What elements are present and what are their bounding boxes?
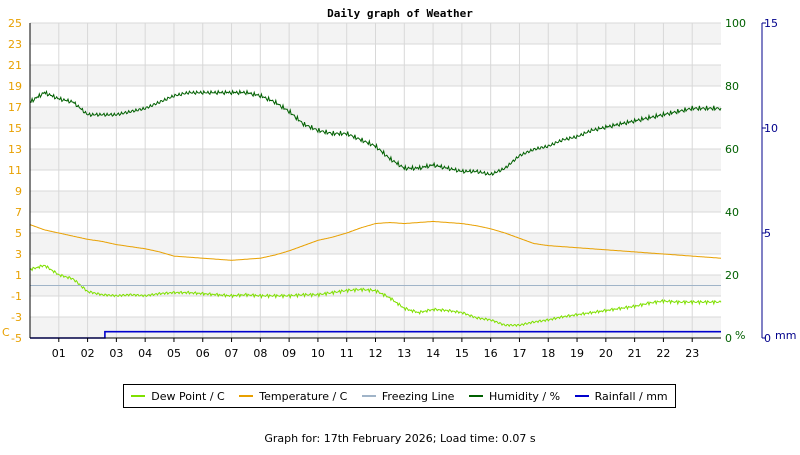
- x-tick-label: 01: [52, 347, 66, 360]
- humidity-tick-label: 80: [725, 80, 739, 93]
- x-tick-label: 22: [656, 347, 670, 360]
- humidity-tick-label: 100: [725, 17, 746, 30]
- y-tick-label: 7: [15, 206, 22, 219]
- legend-swatch: [469, 395, 484, 397]
- x-tick-label: 14: [426, 347, 440, 360]
- x-tick-label: 09: [282, 347, 296, 360]
- legend-label: Dew Point / C: [151, 389, 225, 403]
- rain-unit-label: mm: [775, 329, 796, 342]
- rain-tick-label: 0: [764, 332, 771, 345]
- y-tick-label: 5: [15, 227, 22, 240]
- humidity-line: [29, 89, 722, 177]
- y-tick-label: 15: [8, 122, 22, 135]
- x-tick-label: 07: [225, 347, 239, 360]
- humidity-tick-label: 60: [725, 143, 739, 156]
- rain-tick-label: 15: [764, 17, 778, 30]
- y-tick-label: -1: [11, 290, 22, 303]
- dew-point-line: [29, 264, 722, 328]
- y-tick-label: -5: [11, 332, 22, 345]
- legend-label: Temperature / C: [259, 389, 348, 403]
- temperature-unit-label: C: [2, 326, 10, 339]
- y-tick-label: 21: [8, 59, 22, 72]
- legend-item: Rainfall / mm: [574, 389, 668, 403]
- y-tick-label: 23: [8, 38, 22, 51]
- humidity-tick-label: 40: [725, 206, 739, 219]
- humidity-tick-label: 20: [725, 269, 739, 282]
- x-tick-label: 06: [196, 347, 210, 360]
- x-tick-label: 03: [109, 347, 123, 360]
- legend-label: Freezing Line: [381, 389, 455, 403]
- x-tick-label: 19: [570, 347, 584, 360]
- x-tick-label: 16: [484, 347, 498, 360]
- y-tick-label: 1: [15, 269, 22, 282]
- rain-tick-label: 10: [764, 122, 778, 135]
- legend-label: Humidity / %: [489, 389, 561, 403]
- y-tick-label: 3: [15, 248, 22, 261]
- x-tick-label: 04: [138, 347, 152, 360]
- y-tick-label: -3: [11, 311, 22, 324]
- humidity-tick-label: 0: [725, 332, 732, 345]
- legend-swatch: [131, 395, 146, 397]
- legend-swatch: [574, 395, 589, 397]
- y-tick-label: 17: [8, 101, 22, 114]
- legend-item: Freezing Line: [361, 389, 455, 403]
- x-tick-label: 21: [628, 347, 642, 360]
- x-tick-label: 23: [685, 347, 699, 360]
- y-tick-label: 11: [8, 164, 22, 177]
- rain-tick-label: 5: [764, 227, 771, 240]
- y-tick-label: 9: [15, 185, 22, 198]
- legend-item: Humidity / %: [469, 390, 560, 403]
- y-tick-label: 25: [8, 17, 22, 30]
- legend: Dew Point / C Temperature / C Freezing Lin…: [123, 384, 676, 408]
- x-tick-label: 08: [253, 347, 267, 360]
- humidity-unit-label: %: [735, 329, 745, 342]
- legend-swatch: [239, 395, 254, 397]
- legend-swatch: [361, 395, 376, 397]
- x-tick-label: 18: [541, 347, 555, 360]
- chart-title: Daily graph of Weather: [327, 7, 473, 20]
- x-tick-label: 12: [369, 347, 383, 360]
- x-tick-label: 02: [81, 347, 95, 360]
- x-tick-label: 20: [599, 347, 613, 360]
- x-tick-label: 11: [340, 347, 354, 360]
- y-tick-label: 19: [8, 80, 22, 93]
- legend-item: Temperature / C: [239, 390, 347, 403]
- y-tick-label: 13: [8, 143, 22, 156]
- x-tick-label: 17: [512, 347, 526, 360]
- temperature-line: [29, 220, 722, 261]
- legend-label: Rainfall / mm: [594, 389, 668, 403]
- x-tick-label: 13: [397, 347, 411, 360]
- x-tick-label: 15: [455, 347, 469, 360]
- footer-info: Graph for: 17th February 2026; Load time…: [264, 432, 536, 445]
- x-tick-label: 10: [311, 347, 325, 360]
- x-tick-label: 05: [167, 347, 181, 360]
- legend-item: Dew Point / C: [131, 389, 225, 403]
